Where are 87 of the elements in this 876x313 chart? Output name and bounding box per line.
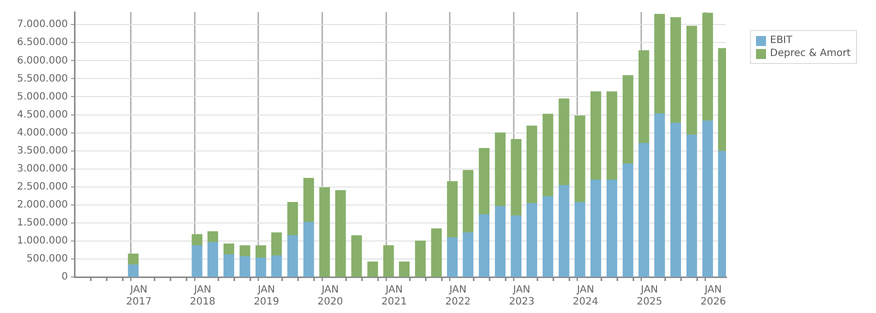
bar xyxy=(478,214,490,277)
bar xyxy=(255,245,266,258)
bar xyxy=(462,170,474,233)
bar xyxy=(622,75,634,164)
bar xyxy=(574,116,586,203)
bar xyxy=(462,232,474,277)
y-tick-label: 6.500.000 xyxy=(16,37,68,48)
bar xyxy=(606,91,618,180)
x-tick-label: JAN 2017 xyxy=(126,284,152,308)
x-tick-label: JAN 2020 xyxy=(317,284,343,308)
bar xyxy=(303,178,314,223)
bar xyxy=(510,215,522,277)
x-tick-label: JAN 2025 xyxy=(636,284,662,308)
bar xyxy=(670,122,682,277)
bar xyxy=(287,202,298,236)
bar xyxy=(383,245,394,277)
bar xyxy=(447,181,458,238)
bar xyxy=(398,262,410,277)
y-tick-label: 0 xyxy=(62,272,68,283)
bar xyxy=(654,113,665,277)
bar xyxy=(287,235,298,277)
y-tick-label: 3.500.000 xyxy=(16,145,68,156)
bar xyxy=(240,245,250,257)
bar xyxy=(702,12,713,122)
bar xyxy=(128,264,139,277)
bar xyxy=(335,190,346,277)
bar xyxy=(590,180,602,277)
legend-label: Deprec & Amort xyxy=(770,48,851,59)
x-tick-label: JAN 2026 xyxy=(700,284,726,308)
bar xyxy=(303,222,314,277)
bar xyxy=(622,163,634,277)
x-tick-label: JAN 2022 xyxy=(445,284,471,308)
bar xyxy=(192,234,202,246)
bar xyxy=(510,138,522,216)
bar xyxy=(686,26,698,136)
bar xyxy=(670,17,682,124)
bar xyxy=(224,254,234,277)
bar xyxy=(558,98,570,186)
y-tick-label: 1.000.000 xyxy=(16,236,68,247)
bar xyxy=(686,134,698,277)
bar xyxy=(494,132,506,207)
y-tick-label: 6.000.000 xyxy=(16,55,68,66)
x-tick-label: JAN 2018 xyxy=(190,284,216,308)
y-tick-label: 1.500.000 xyxy=(16,218,68,229)
bar xyxy=(192,245,202,277)
bar xyxy=(240,256,250,277)
bar xyxy=(574,202,586,277)
bar xyxy=(255,258,266,277)
x-tick-label: JAN 2023 xyxy=(508,284,534,308)
bar xyxy=(351,235,362,277)
bar xyxy=(526,126,538,204)
y-tick-label: 5.500.000 xyxy=(16,73,68,84)
bar xyxy=(590,91,602,180)
y-tick-label: 7.000.000 xyxy=(16,19,68,30)
bar xyxy=(319,187,330,277)
bar xyxy=(558,185,570,277)
bar xyxy=(526,203,538,277)
bar xyxy=(271,232,282,256)
bar xyxy=(207,231,218,243)
bar xyxy=(606,180,618,277)
x-tick-label: JAN 2019 xyxy=(254,284,280,308)
bar xyxy=(367,262,378,277)
bar xyxy=(654,14,665,114)
bar xyxy=(128,254,139,266)
bar xyxy=(702,120,713,277)
bar xyxy=(271,255,282,277)
x-tick-label: JAN 2021 xyxy=(381,284,407,308)
bar xyxy=(638,142,650,277)
x-tick-label: JAN 2024 xyxy=(572,284,598,308)
bar xyxy=(478,148,490,215)
bar xyxy=(431,228,442,277)
legend-label: EBIT xyxy=(770,35,792,46)
bar xyxy=(494,206,506,277)
bar xyxy=(542,196,554,277)
y-tick-label: 2.500.000 xyxy=(16,181,68,192)
bar xyxy=(207,242,218,277)
y-tick-label: 3.000.000 xyxy=(16,163,68,174)
y-tick-label: 500.000 xyxy=(26,254,68,265)
y-tick-label: 5.000.000 xyxy=(16,91,68,102)
bar xyxy=(638,50,650,144)
y-tick-label: 4.500.000 xyxy=(16,109,68,120)
y-tick-label: 4.000.000 xyxy=(16,127,68,138)
bar xyxy=(224,244,234,255)
bar xyxy=(447,237,458,277)
bar xyxy=(415,240,426,277)
bar xyxy=(542,114,554,197)
y-tick-label: 2.000.000 xyxy=(16,199,68,210)
